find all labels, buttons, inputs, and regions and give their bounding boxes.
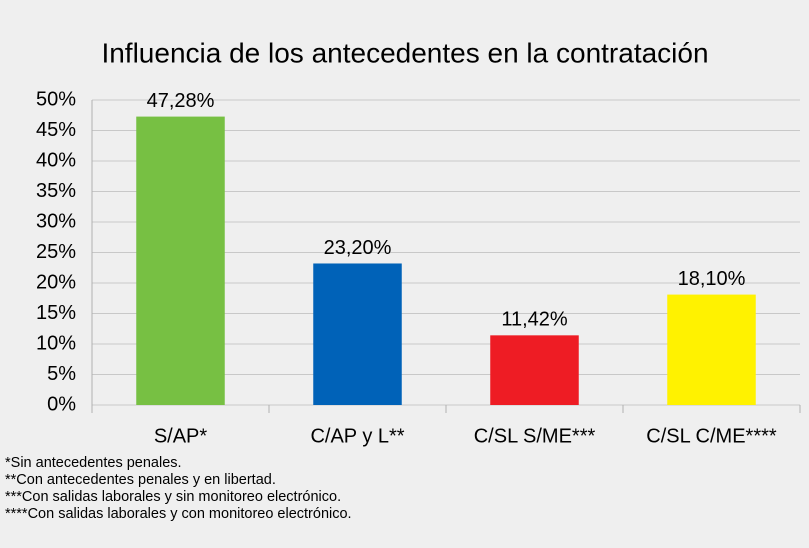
bar	[667, 294, 756, 405]
bar	[136, 116, 225, 405]
chart-title: Influencia de los antecedentes en la con…	[101, 37, 708, 68]
y-tick-label: 15%	[36, 302, 76, 324]
x-tick-label: C/AP y L**	[310, 425, 404, 447]
y-tick-label: 35%	[36, 180, 76, 202]
y-tick-label: 40%	[36, 149, 76, 171]
y-tick-label: 5%	[47, 363, 76, 385]
footnote: ****Con salidas laborales y con monitore…	[5, 506, 352, 522]
footnote: **Con antecedentes penales y en libertad…	[5, 472, 276, 488]
footnote: *Sin antecedentes penales.	[5, 455, 182, 471]
data-label: 47,28%	[147, 90, 215, 112]
bar	[490, 335, 579, 405]
data-label: 18,10%	[678, 268, 746, 290]
y-tick-label: 20%	[36, 271, 76, 293]
y-tick-label: 10%	[36, 332, 76, 354]
footnote: ***Con salidas laborales y sin monitoreo…	[5, 489, 341, 505]
y-tick-label: 0%	[47, 393, 76, 415]
x-tick-label: C/SL C/ME****	[646, 425, 777, 447]
data-label: 11,42%	[501, 309, 568, 331]
y-tick-label: 45%	[36, 119, 76, 141]
data-label: 23,20%	[324, 237, 392, 259]
x-tick-label: S/AP*	[154, 425, 208, 447]
bar	[313, 263, 402, 405]
y-tick-label: 50%	[36, 88, 76, 110]
x-tick-label: C/SL S/ME***	[474, 425, 596, 447]
y-tick-label: 25%	[36, 241, 76, 263]
y-tick-label: 30%	[36, 210, 76, 232]
